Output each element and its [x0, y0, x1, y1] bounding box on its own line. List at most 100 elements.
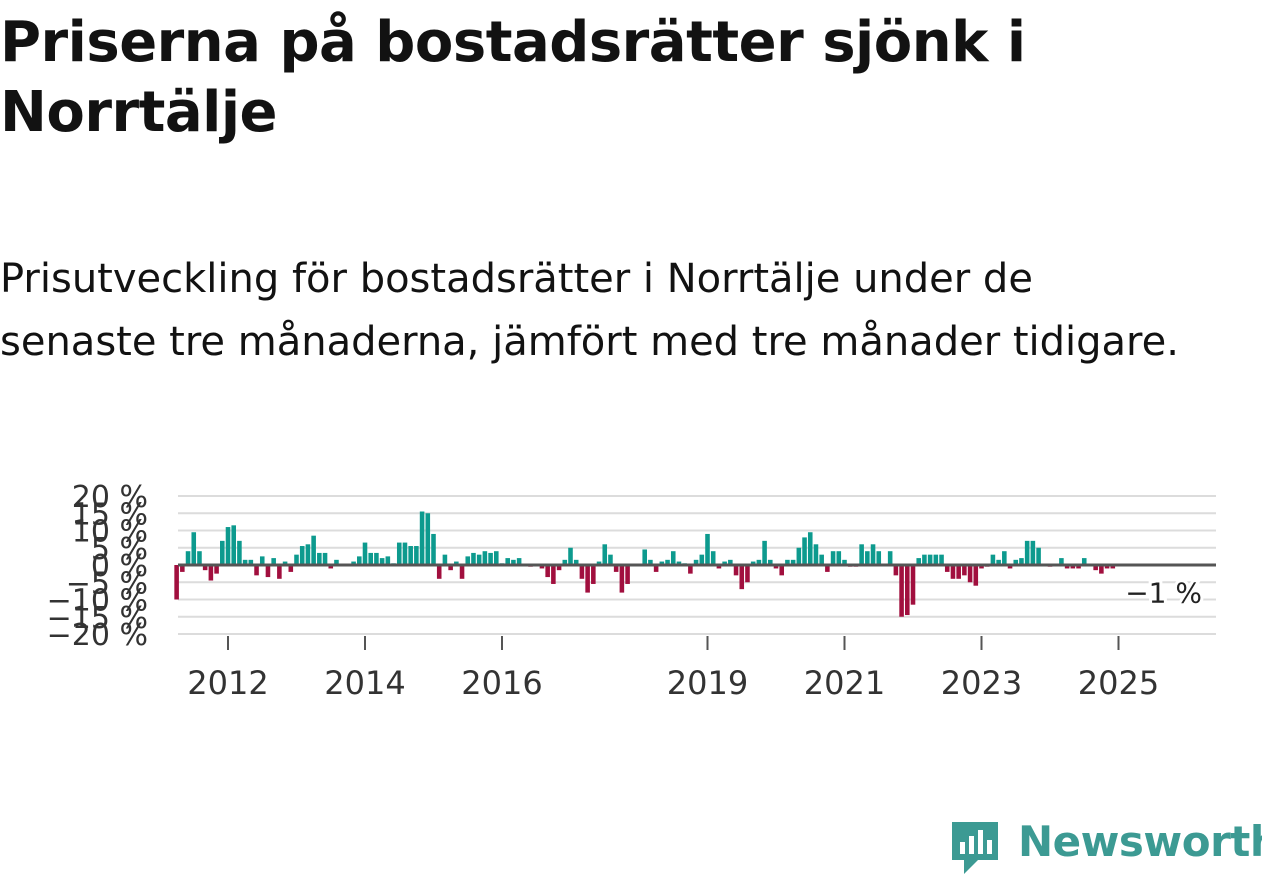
bar	[790, 559, 796, 565]
bar	[556, 565, 562, 571]
brand-name: Newsworthy	[1018, 817, 1262, 866]
bar	[288, 565, 294, 572]
y-tick-label: −10 %	[47, 584, 148, 619]
bar	[448, 565, 453, 571]
bar	[317, 552, 322, 565]
bar	[185, 551, 191, 565]
bar-chart: 20 %15 %10 %5 %0 %−5 %−10 %−15 %−20 % 20…	[47, 480, 1216, 702]
bar	[277, 565, 282, 579]
bar	[842, 559, 847, 565]
bar	[231, 525, 236, 565]
bar	[887, 551, 893, 565]
y-tick-label: 0 %	[91, 549, 148, 584]
bar	[322, 552, 328, 565]
x-axis: 2012 2014 2016 2019 2021 2023 2025	[187, 636, 1159, 702]
bar	[551, 565, 556, 584]
bar	[362, 542, 368, 565]
bar	[579, 565, 585, 579]
bar	[573, 559, 579, 565]
bar	[967, 565, 973, 583]
gridlines	[178, 495, 1216, 635]
bar	[1076, 565, 1081, 569]
bar	[197, 551, 202, 565]
bar	[922, 554, 927, 565]
bar	[1064, 565, 1070, 569]
bar	[488, 552, 493, 565]
bar	[710, 551, 716, 565]
bar	[368, 552, 373, 565]
bar	[242, 559, 248, 565]
bar	[465, 556, 471, 566]
x-tick-label: 2014	[324, 664, 405, 702]
bar	[693, 559, 699, 565]
bar	[1110, 565, 1116, 569]
bar	[1070, 565, 1076, 569]
bar	[996, 559, 1001, 565]
bar	[328, 565, 334, 569]
bar	[305, 544, 311, 565]
y-tick-label: −15 %	[47, 601, 148, 636]
bar	[927, 554, 933, 565]
bar	[476, 554, 482, 565]
x-tick-label: 2012	[187, 664, 268, 702]
bar	[859, 544, 864, 565]
bar	[419, 511, 425, 565]
bar	[722, 561, 727, 565]
bar	[282, 561, 288, 565]
y-axis-labels: 20 %15 %10 %5 %0 %−5 %−10 %−15 %−20 %	[47, 480, 148, 653]
x-tick-label: 2016	[461, 664, 542, 702]
bar	[1002, 551, 1007, 565]
bar	[796, 547, 802, 565]
bar	[591, 565, 596, 584]
bar	[334, 559, 339, 565]
bar	[613, 565, 619, 572]
bar	[893, 565, 899, 576]
bar	[608, 554, 613, 565]
x-tick-label: 2019	[667, 664, 748, 702]
last-value-label: −1 %	[1125, 576, 1202, 609]
bar	[1081, 558, 1087, 565]
bar	[876, 551, 882, 565]
bar	[208, 565, 214, 581]
bar	[670, 551, 676, 565]
bar	[653, 565, 659, 572]
bar	[299, 546, 305, 565]
bar	[545, 565, 550, 578]
bar	[294, 554, 299, 565]
bar	[191, 532, 197, 565]
bar-series	[174, 511, 1116, 617]
bar	[351, 561, 356, 565]
bar	[807, 532, 813, 565]
bar	[836, 551, 842, 565]
bar	[933, 554, 939, 565]
bar	[1099, 565, 1104, 574]
bar	[665, 559, 670, 565]
y-tick-label: −20 %	[47, 618, 148, 653]
y-tick-label: 10 %	[72, 515, 148, 550]
bar	[1024, 540, 1030, 565]
bar	[1013, 559, 1019, 565]
bar	[494, 551, 499, 565]
bar	[716, 565, 722, 569]
bar	[865, 551, 870, 565]
bar	[899, 565, 904, 617]
bar	[385, 556, 391, 566]
bar	[625, 565, 630, 584]
bar	[214, 565, 219, 574]
bar	[699, 554, 705, 565]
chart-subtitle: Prisutveckling för bostadsrätter i Norrt…	[0, 256, 1179, 365]
bar	[659, 561, 665, 565]
bar	[379, 558, 385, 565]
bar	[442, 554, 448, 565]
y-tick-label: −5 %	[66, 566, 148, 601]
bar	[1030, 540, 1036, 565]
bar	[939, 554, 944, 565]
bar	[402, 542, 408, 565]
bar	[830, 551, 836, 565]
bar	[733, 565, 739, 576]
y-tick-label: 15 %	[72, 497, 148, 532]
bar	[1104, 565, 1110, 569]
bar	[220, 540, 225, 565]
bar	[648, 559, 653, 565]
x-tick-label: 2023	[941, 664, 1022, 702]
